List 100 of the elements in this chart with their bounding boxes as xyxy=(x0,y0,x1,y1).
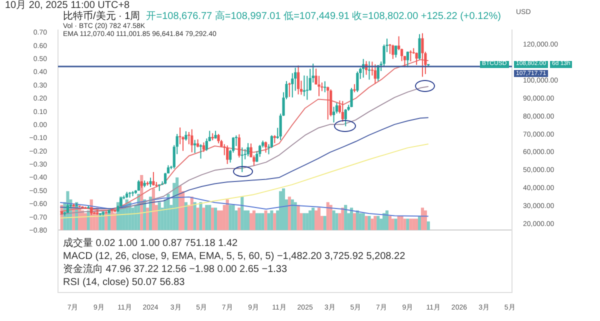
bar xyxy=(352,213,356,230)
candlestick xyxy=(326,86,330,120)
bar xyxy=(282,188,286,230)
candlestick xyxy=(240,146,244,173)
bar xyxy=(240,196,244,230)
bar xyxy=(415,218,418,230)
candlestick xyxy=(184,130,188,142)
bar xyxy=(323,216,326,230)
bar xyxy=(252,210,256,230)
candlestick xyxy=(332,106,336,123)
bar xyxy=(110,210,114,230)
bar xyxy=(193,202,196,230)
candlestick xyxy=(297,64,300,95)
bar xyxy=(202,208,206,230)
candlestick xyxy=(318,75,320,97)
bar xyxy=(270,210,274,230)
candlestick xyxy=(246,142,250,157)
candlestick xyxy=(306,75,308,100)
candlestick xyxy=(392,44,394,60)
bar xyxy=(391,218,394,230)
bar xyxy=(424,210,427,230)
bar xyxy=(246,210,250,230)
bar xyxy=(113,213,117,230)
bar xyxy=(317,208,321,230)
annotation: 资金流向 47.96 37.22 12.56 −1.98 0.00 2.65 −1.33 xyxy=(63,264,288,275)
candlestick xyxy=(190,128,194,153)
candlestick xyxy=(418,34,421,60)
bar xyxy=(326,202,330,230)
bar xyxy=(362,213,365,230)
bar xyxy=(406,218,410,230)
bar xyxy=(261,213,264,230)
candlestick xyxy=(194,139,196,154)
candlestick xyxy=(394,45,398,58)
bar xyxy=(341,208,344,230)
bar xyxy=(184,202,188,230)
candlestick xyxy=(288,82,291,98)
candlestick xyxy=(374,64,376,84)
bar xyxy=(290,199,294,230)
bar xyxy=(178,186,182,230)
candlestick xyxy=(350,87,353,108)
bar xyxy=(104,213,108,230)
chart-title: 比特币/美元 · 1周 xyxy=(63,11,140,22)
bar xyxy=(388,216,392,230)
bar xyxy=(302,213,306,230)
bar xyxy=(267,213,270,230)
candlestick xyxy=(341,100,344,122)
bar xyxy=(216,210,220,230)
candlestick xyxy=(152,172,155,186)
bar xyxy=(205,204,208,230)
bar xyxy=(199,202,202,230)
bar xyxy=(288,196,291,230)
bar xyxy=(146,208,150,230)
bar xyxy=(382,213,386,230)
candlestick xyxy=(421,32,424,78)
bar xyxy=(374,216,377,230)
bar xyxy=(403,218,406,230)
bar xyxy=(312,208,315,230)
bar xyxy=(214,208,218,230)
candlestick xyxy=(356,71,359,93)
bar xyxy=(158,202,161,230)
bar xyxy=(344,204,348,230)
candlestick xyxy=(409,50,412,62)
bar xyxy=(335,213,338,230)
chart-subtitle: 开=108,676.77 高=108,997.01 低=107,449.91 收=108,802.00 +125.22 (+0.12%) xyxy=(146,11,501,22)
candlestick xyxy=(324,80,326,93)
bar xyxy=(190,196,194,230)
bar xyxy=(279,191,282,230)
bar xyxy=(176,177,179,230)
candlestick xyxy=(406,51,409,68)
bar xyxy=(420,208,424,230)
bar xyxy=(376,216,380,230)
candlestick xyxy=(264,141,268,154)
bar xyxy=(84,213,87,230)
bar xyxy=(226,199,229,230)
bar xyxy=(350,208,354,230)
bar xyxy=(356,210,359,230)
candlestick xyxy=(415,52,418,66)
bar xyxy=(166,194,170,230)
bar xyxy=(426,221,430,230)
candlestick xyxy=(217,133,220,144)
candlestick xyxy=(344,108,347,127)
bar xyxy=(314,210,318,230)
annotation: MACD (12, 26, close, 9, EMA, EMA, 5, 5, 60, 5) −1,482.20 3,725.92 5,208.22 xyxy=(63,251,406,262)
annotation: 成交量 0.02 1.00 1.00 0.87 751.18 1.42 xyxy=(63,238,238,249)
bar xyxy=(332,210,336,230)
text: 10月 20, 2025 11:00 UTC+8 xyxy=(5,0,130,11)
bar xyxy=(370,218,374,230)
bar xyxy=(208,204,212,230)
bar xyxy=(409,218,412,230)
bar xyxy=(249,213,253,230)
bar xyxy=(255,213,258,230)
bar xyxy=(368,216,371,230)
bar xyxy=(238,208,241,230)
bar xyxy=(385,210,389,230)
bar xyxy=(394,218,398,230)
bar xyxy=(211,208,214,230)
bar xyxy=(418,216,422,230)
candlestick xyxy=(368,60,371,80)
annotation: RSI (14, close) 50.07 56.83 xyxy=(63,277,185,288)
bar xyxy=(294,202,297,230)
